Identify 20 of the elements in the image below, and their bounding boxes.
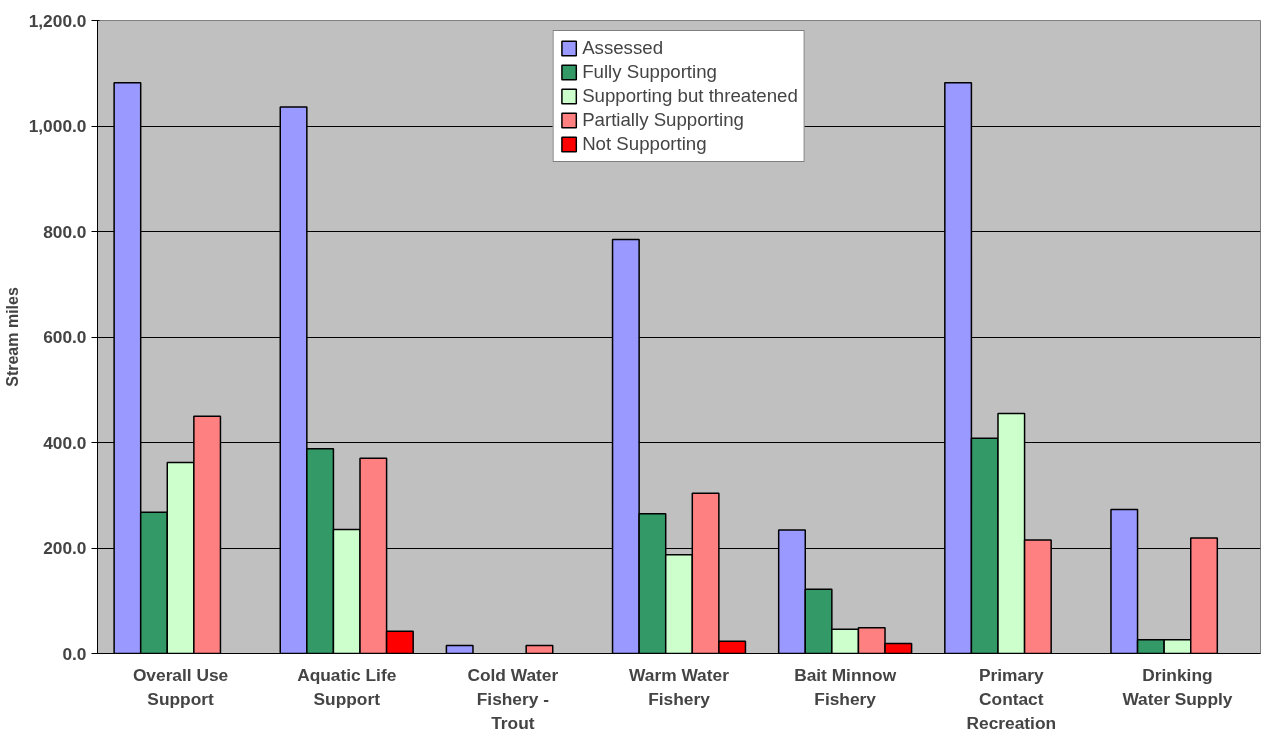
legend-label: Partially Supporting [582,109,744,131]
y-tick-label: 600.0 [43,327,87,347]
x-tick-label: Overall Use Support [132,664,229,709]
x-tick-label: Bait Minnow Fishery [794,664,897,709]
x-tick-label: Primary Contact Recreation [966,664,1057,733]
y-tick-label: 0.0 [62,643,87,664]
legend-label: Assessed [582,37,664,59]
y-tick-label: 400.0 [43,432,87,453]
x-tick-label: Aquatic Life Support [297,664,397,709]
y-tick-label: 800.0 [43,221,87,242]
legend-label: Fully Supporting [582,61,717,83]
y-axis-title: Stream miles [3,287,21,387]
x-tick-label: Warm Water Fishery [629,664,730,709]
y-tick-label: 200.0 [43,538,87,558]
x-tick-label: Cold Water Fishery - Trout [467,664,559,733]
y-tick-label: 1,200.0 [28,10,87,31]
legend-label: Not Supporting [582,133,707,155]
x-tick-label: Drinking Water Supply [1122,664,1233,709]
y-tick-label: 1,000.0 [28,116,87,136]
legend-label: Supporting but threatened [582,85,798,107]
